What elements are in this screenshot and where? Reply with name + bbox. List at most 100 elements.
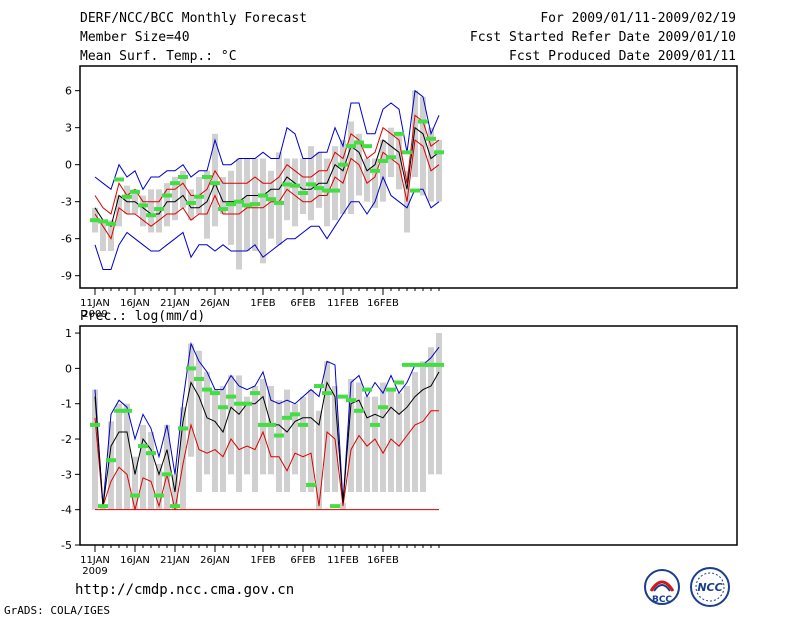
observation-marker: [90, 218, 100, 223]
observation-marker: [378, 158, 388, 163]
observation-marker: [298, 422, 308, 427]
observation-marker: [258, 422, 268, 427]
member-range-bar: [348, 121, 354, 214]
spread-upper-line: [94, 114, 440, 215]
x-tick-label: 21JAN: [160, 555, 190, 566]
y-tick-label: -4: [61, 504, 72, 517]
source-url-link[interactable]: http://cmdp.ncc.cma.gov.cn: [75, 582, 295, 598]
precipitation-chart: 1 0 -1 -2 -3 -4 -5 11JAN 16JAN 21JAN 26JAN 1FEB 6FEB…: [61, 325, 738, 577]
observation-marker: [314, 186, 324, 191]
ncc-logo: NCC: [690, 567, 730, 607]
observation-marker: [346, 144, 356, 149]
observation-marker: [322, 391, 332, 396]
observation-marker: [154, 207, 164, 212]
observation-marker: [154, 493, 164, 498]
member-range-bar: [396, 133, 402, 190]
observation-marker: [418, 362, 428, 367]
header-start-date: Fcst Started Refer Date 2009/01/10: [469, 30, 736, 45]
member-range-bar: [204, 371, 210, 475]
observation-marker: [226, 202, 236, 207]
observation-marker: [298, 191, 308, 196]
y-tick-label: 0: [65, 159, 72, 172]
member-range-bar: [204, 170, 210, 239]
observation-marker: [306, 182, 316, 187]
observation-marker: [178, 175, 188, 179]
observation-marker: [274, 433, 284, 438]
x-tick-label: 16JAN: [120, 298, 150, 309]
x-tick-label: 1FEB: [250, 298, 275, 309]
observation-marker: [170, 181, 180, 186]
precip-title: Prec.: log(mm/d): [80, 309, 206, 324]
observation-marker: [258, 193, 268, 198]
observation-marker: [370, 168, 380, 173]
member-range-bar: [372, 396, 378, 493]
observation-marker: [338, 162, 348, 167]
member-range-bar: [124, 185, 130, 214]
member-range-bar: [228, 170, 234, 245]
member-range-bar: [276, 400, 282, 493]
observation-marker: [306, 482, 316, 487]
member-range-bar: [372, 158, 378, 208]
y-tick-label: -3: [61, 468, 72, 481]
observation-marker: [194, 194, 204, 199]
member-range-bar: [348, 378, 354, 493]
member-range-bar: [316, 410, 322, 510]
member-range-bar: [212, 133, 218, 227]
x-tick-label: 11FEB: [327, 298, 359, 309]
observation-marker: [202, 387, 212, 392]
observation-marker: [362, 144, 372, 149]
y-tick-label: 0: [65, 362, 72, 375]
observation-marker: [250, 391, 260, 396]
observation-marker: [346, 398, 356, 403]
observation-marker: [218, 207, 228, 212]
x-tick-label: 6FEB: [290, 555, 315, 566]
observation-marker: [394, 131, 404, 136]
observation-marker: [354, 408, 364, 413]
x-tick-label: 1FEB: [250, 555, 275, 566]
svg-text:BCC: BCC: [652, 595, 672, 605]
member-range-bar: [236, 375, 242, 493]
member-range-bar: [108, 421, 114, 510]
observation-marker: [338, 394, 348, 399]
y-tick-label: -5: [61, 539, 72, 552]
member-range-bar: [228, 375, 234, 475]
observation-marker: [106, 221, 116, 226]
observation-marker: [410, 362, 420, 367]
observation-marker: [242, 401, 252, 406]
ensemble-max-line: [94, 341, 440, 507]
observation-marker: [162, 472, 172, 477]
observation-marker: [274, 200, 284, 205]
observation-marker: [434, 362, 444, 367]
observation-marker: [322, 188, 332, 193]
observation-marker: [98, 504, 108, 509]
observation-marker: [394, 380, 404, 385]
member-range-bar: [156, 463, 162, 510]
y-tick-label: -6: [61, 233, 72, 246]
header-member-size: Member Size=40: [80, 30, 190, 45]
observation-marker: [146, 451, 156, 456]
observation-marker: [114, 177, 124, 182]
member-range-bar: [332, 146, 338, 221]
spread-lower-line: [94, 139, 440, 240]
member-range-bar: [300, 158, 306, 214]
member-range-bar: [324, 361, 330, 493]
member-range-bar: [164, 424, 170, 510]
ensemble-min-line: [94, 175, 440, 270]
member-range-bar: [188, 343, 194, 457]
observation-marker: [234, 401, 244, 406]
member-range-bar: [212, 389, 218, 493]
observation-marker: [402, 362, 412, 367]
observation-marker: [282, 415, 292, 420]
observation-marker: [162, 193, 172, 198]
header-period: For 2009/01/11-2009/02/19: [540, 11, 736, 26]
header-variable: Mean Surf. Temp.: °C: [80, 49, 237, 64]
member-range-bar: [380, 382, 386, 493]
member-range-bar: [100, 220, 106, 251]
observation-marker: [242, 203, 252, 208]
y-tick-label: -9: [61, 270, 72, 283]
observation-marker: [210, 391, 220, 396]
x-tick-label: 26JAN: [200, 555, 230, 566]
member-range-bar: [140, 424, 146, 510]
grads-credit: GrADS: COLA/IGES: [4, 604, 110, 617]
